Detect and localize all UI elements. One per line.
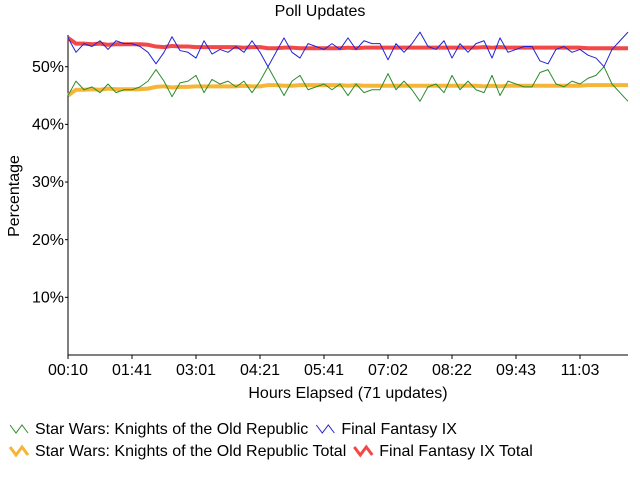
legend-swatch <box>315 424 335 434</box>
legend-label: Final Fantasy IX <box>341 421 457 438</box>
x-tick-label: 11:03 <box>561 362 600 379</box>
x-tick-label: 00:10 <box>48 362 88 379</box>
legend-swatch <box>8 444 30 458</box>
x-tick-label: 01:41 <box>112 362 152 379</box>
legend-label: Star Wars: Knights of the Old Republic T… <box>35 443 346 460</box>
legend-label: Star Wars: Knights of the Old Republic <box>35 421 308 438</box>
series-line <box>67 31 629 68</box>
x-tick-label: 05:41 <box>304 362 344 379</box>
y-tick-label: 30% <box>32 174 64 191</box>
x-tick-label: 07:02 <box>368 362 408 379</box>
series-line <box>66 83 628 98</box>
y-tick-label: 10% <box>32 290 64 307</box>
y-axis-label: Percentage <box>6 155 23 237</box>
legend-label: Final Fantasy IX Total <box>379 443 533 460</box>
legend-swatch <box>9 424 29 434</box>
x-tick-label: 03:01 <box>176 362 216 379</box>
x-tick-label: 09:43 <box>496 362 536 379</box>
x-tick-label: 04:21 <box>240 362 280 379</box>
y-tick-label: 50% <box>32 59 64 76</box>
series-line <box>66 36 628 51</box>
legend-swatch <box>353 444 374 458</box>
y-tick-label: 20% <box>32 232 64 249</box>
x-axis-label: Hours Elapsed (71 updates) <box>248 385 447 402</box>
y-tick-label: 40% <box>32 117 64 134</box>
series-line <box>67 66 629 102</box>
chart-title: Poll Updates <box>275 3 366 20</box>
x-tick-label: 08:22 <box>432 362 472 379</box>
